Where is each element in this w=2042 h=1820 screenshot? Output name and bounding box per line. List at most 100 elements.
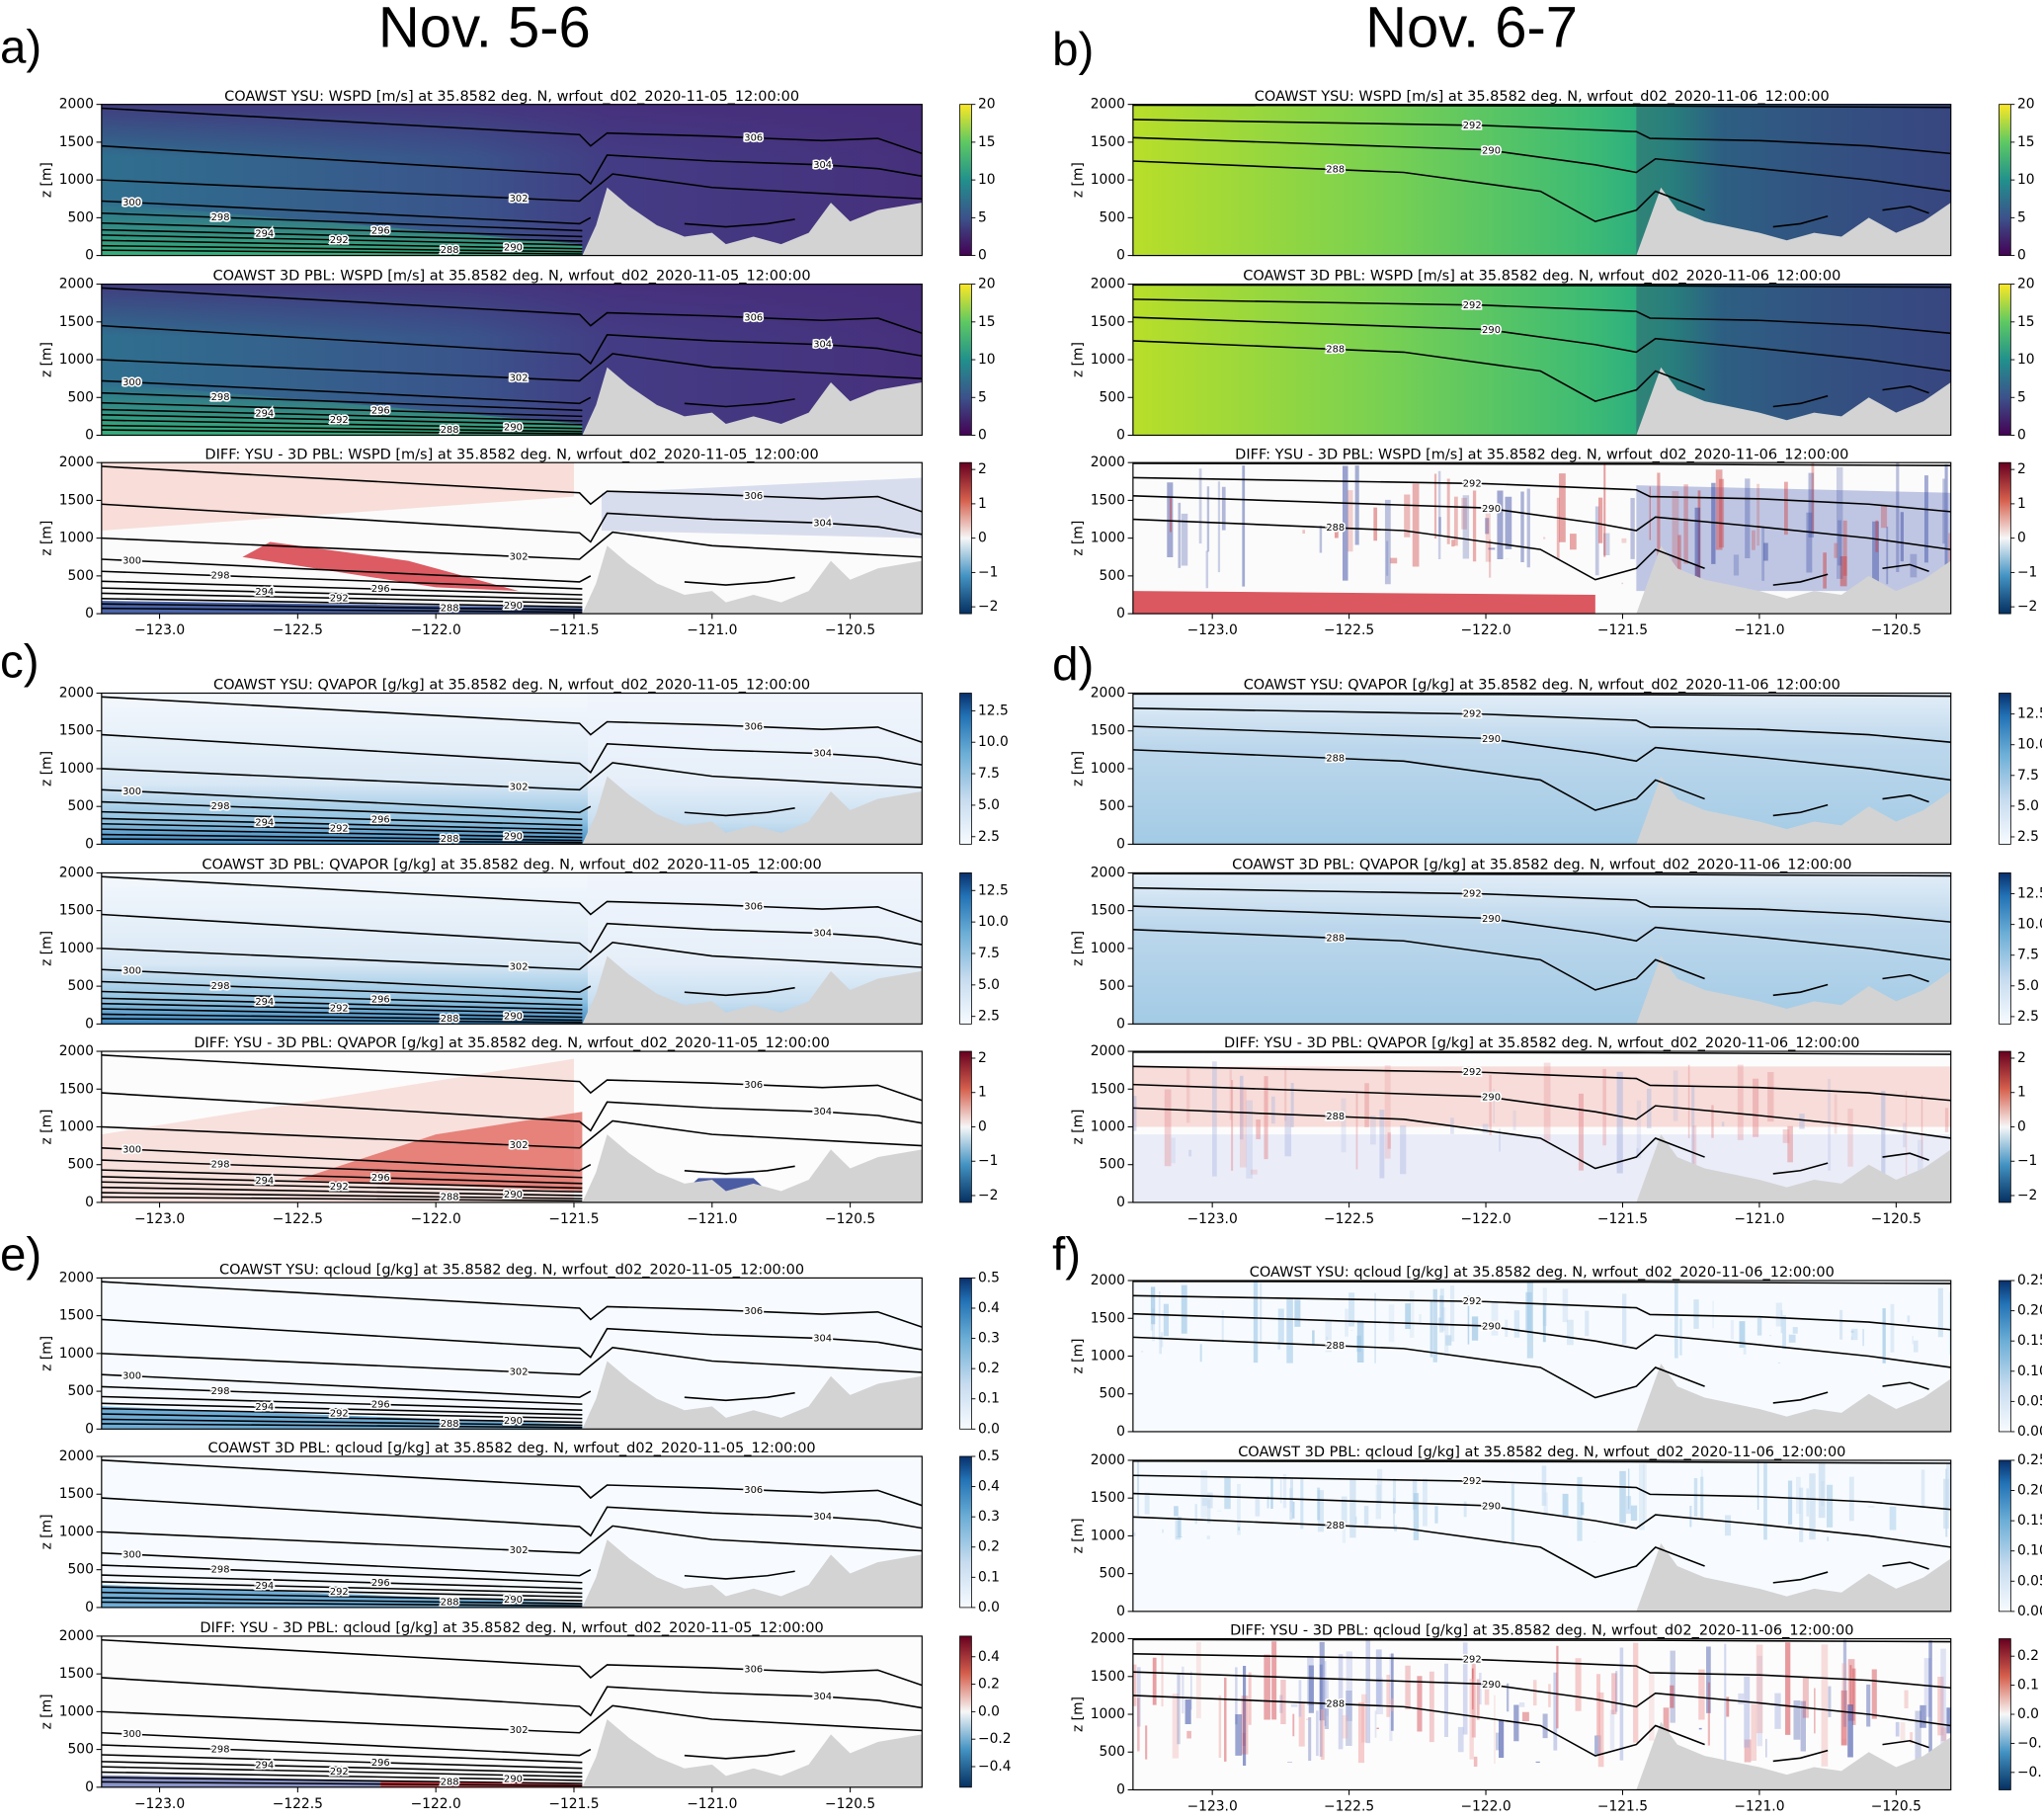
- field-patch: [1471, 1668, 1474, 1710]
- field-patch: [1287, 1761, 1293, 1763]
- field-patch: [1132, 104, 1951, 256]
- isentrope: [101, 221, 583, 238]
- x-tick-label: −120.5: [825, 1211, 875, 1227]
- colorbar-tick-label: 5: [2017, 209, 2026, 225]
- field-patch: [1609, 1709, 1615, 1750]
- field-patch: [1218, 1695, 1222, 1759]
- isentrope: [101, 1008, 583, 1019]
- colorbar-tick-label: −2: [978, 599, 998, 615]
- field-patch: [1357, 1701, 1364, 1764]
- field-patch: [1920, 1095, 1923, 1161]
- colorbar-tick-label: 20: [2017, 277, 2035, 292]
- field-patch: [1693, 1478, 1698, 1518]
- isentrope: [101, 353, 923, 382]
- panel-title: COAWST 3D PBL: qcloud [g/kg] at 35.8582 …: [1238, 1445, 1845, 1460]
- isentrope: [101, 762, 923, 791]
- colorbar: [1999, 1280, 2011, 1433]
- field-patch: [1711, 482, 1716, 564]
- isentrope: [101, 1407, 583, 1420]
- isentrope: [101, 1574, 583, 1590]
- isentrope: [1132, 1459, 1951, 1464]
- isentrope: [1882, 1152, 1929, 1161]
- isentrope: [101, 1771, 583, 1781]
- y-tick-label: 500: [68, 568, 94, 584]
- isentrope: [101, 1373, 592, 1398]
- y-tick-label: 2000: [1091, 1452, 1125, 1468]
- colorbar-tick-label: 5: [2017, 389, 2026, 405]
- field-patch: [1355, 1093, 1358, 1170]
- y-axis-label: z [m]: [39, 1110, 54, 1145]
- y-tick-label: 1000: [1091, 941, 1125, 956]
- colorbar-tick-label: 0: [2017, 531, 2026, 546]
- field-patch: [1374, 1292, 1376, 1364]
- field-patch: [1494, 1695, 1496, 1765]
- field-patch: [1828, 1078, 1832, 1171]
- field-patch: [1238, 1527, 1240, 1531]
- field-patch: [1235, 1667, 1238, 1725]
- field-patch: [1752, 530, 1756, 550]
- isentrope: [1882, 1381, 1929, 1390]
- contour-label: 306: [744, 721, 763, 732]
- colorbar-tick-label: 0.2: [2017, 1648, 2039, 1664]
- colorbar-tick-label: 2.5: [978, 829, 1000, 845]
- field-patch: [1513, 1704, 1519, 1742]
- field-patch: [297, 1112, 583, 1192]
- field-patch: [1370, 1116, 1376, 1145]
- contour-label: 294: [255, 817, 274, 828]
- colorbar-tick-label: 5.0: [978, 977, 1000, 993]
- isentrope: [101, 607, 583, 614]
- field-patch: [1603, 533, 1610, 556]
- x-tick-label: −121.5: [1597, 1799, 1648, 1815]
- isentrope: [101, 800, 583, 821]
- isentrope: [101, 424, 583, 433]
- isentrope: [101, 1159, 583, 1179]
- y-tick-label: 2000: [59, 277, 94, 292]
- colorbar: [959, 104, 972, 256]
- field-patch: [1724, 1643, 1727, 1764]
- field-patch: [1363, 1506, 1369, 1526]
- y-tick-label: 1000: [1091, 352, 1125, 368]
- y-tick-label: 2000: [59, 686, 94, 702]
- field-patch: [1405, 1303, 1411, 1329]
- contour-label: 292: [1463, 1476, 1482, 1487]
- colorbar-tick-label: 2.5: [978, 1009, 1000, 1025]
- field-patch: [1691, 1085, 1695, 1164]
- y-tick-label: 1500: [59, 1308, 94, 1324]
- field-patch: [1181, 1284, 1187, 1334]
- colorbar-tick-label: 0.10: [2017, 1364, 2042, 1379]
- y-tick-label: 0: [85, 428, 94, 444]
- y-tick-label: 1000: [1091, 1348, 1125, 1364]
- field-patch: [1489, 1074, 1492, 1135]
- y-tick-label: 2000: [1091, 455, 1125, 470]
- field-patch: [1413, 1493, 1420, 1540]
- colorbar-tick-label: −2: [978, 1188, 998, 1203]
- colorbar: [959, 461, 972, 615]
- colorbar-tick-label: −2: [2017, 599, 2037, 615]
- colorbar-tick-label: 0.00: [2017, 1604, 2042, 1619]
- field-patch: [1499, 1128, 1501, 1152]
- field-patch: [1698, 1727, 1702, 1730]
- contour-label: 290: [1482, 914, 1501, 925]
- isentrope: [101, 1169, 583, 1185]
- isentrope: [684, 1570, 795, 1580]
- contour-label: 288: [441, 834, 459, 845]
- field-patch: [1556, 497, 1560, 559]
- field-patch: [1206, 1535, 1210, 1539]
- contour-label: 296: [371, 1399, 390, 1410]
- field-patch: [1850, 1336, 1853, 1341]
- field-patch: [1621, 582, 1624, 585]
- plot-area: 292 290 288: [1132, 284, 1951, 436]
- y-tick-label: 1500: [59, 492, 94, 508]
- contour-label: 298: [211, 1386, 230, 1397]
- field-patch: [1471, 1316, 1479, 1341]
- field-patch: [1199, 1344, 1202, 1363]
- field-patch: [1294, 1299, 1301, 1327]
- field-patch: [1224, 1677, 1227, 1762]
- terrain: [582, 1361, 923, 1430]
- y-tick-label: 1000: [59, 1524, 94, 1539]
- field-patch: [1377, 1468, 1383, 1505]
- field-patch: [101, 462, 574, 531]
- field-patch: [1476, 1679, 1480, 1720]
- isentrope: [101, 234, 583, 246]
- field-patch: [101, 1456, 923, 1608]
